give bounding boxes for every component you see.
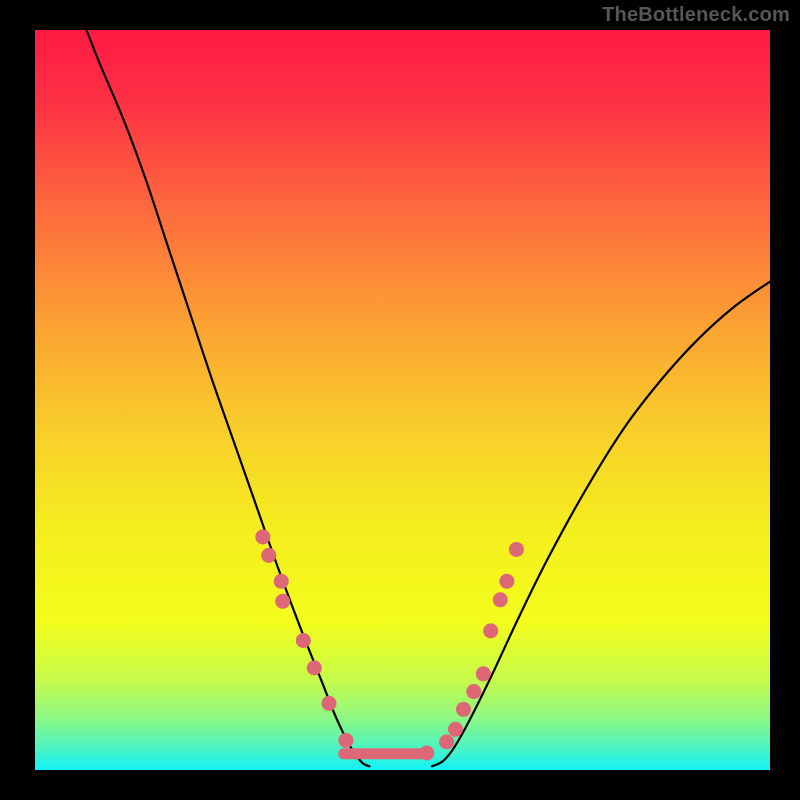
curve-right-path	[432, 282, 770, 767]
plot-outer-frame	[0, 0, 800, 800]
chart-svg	[35, 30, 770, 770]
marker-point	[296, 633, 311, 648]
marker-point	[456, 702, 471, 717]
marker-point	[261, 548, 276, 563]
marker-point	[466, 684, 481, 699]
marker-point	[338, 733, 353, 748]
marker-point	[509, 542, 524, 557]
chart-root: TheBottleneck.com	[0, 0, 800, 800]
marker-point	[439, 734, 454, 749]
marker-point	[419, 745, 434, 760]
marker-point	[307, 660, 322, 675]
marker-point	[499, 574, 514, 589]
marker-point	[322, 696, 337, 711]
marker-point	[476, 666, 491, 681]
marker-point	[483, 623, 498, 638]
curve-left-path	[86, 30, 369, 766]
curve-right	[432, 282, 770, 767]
marker-point	[255, 529, 270, 544]
scatter-markers	[255, 529, 524, 760]
marker-point	[448, 722, 463, 737]
marker-point	[275, 594, 290, 609]
plot-area	[35, 30, 770, 770]
watermark-text: TheBottleneck.com	[602, 4, 790, 27]
marker-point	[493, 592, 508, 607]
marker-point	[274, 574, 289, 589]
curve-left	[86, 30, 369, 766]
